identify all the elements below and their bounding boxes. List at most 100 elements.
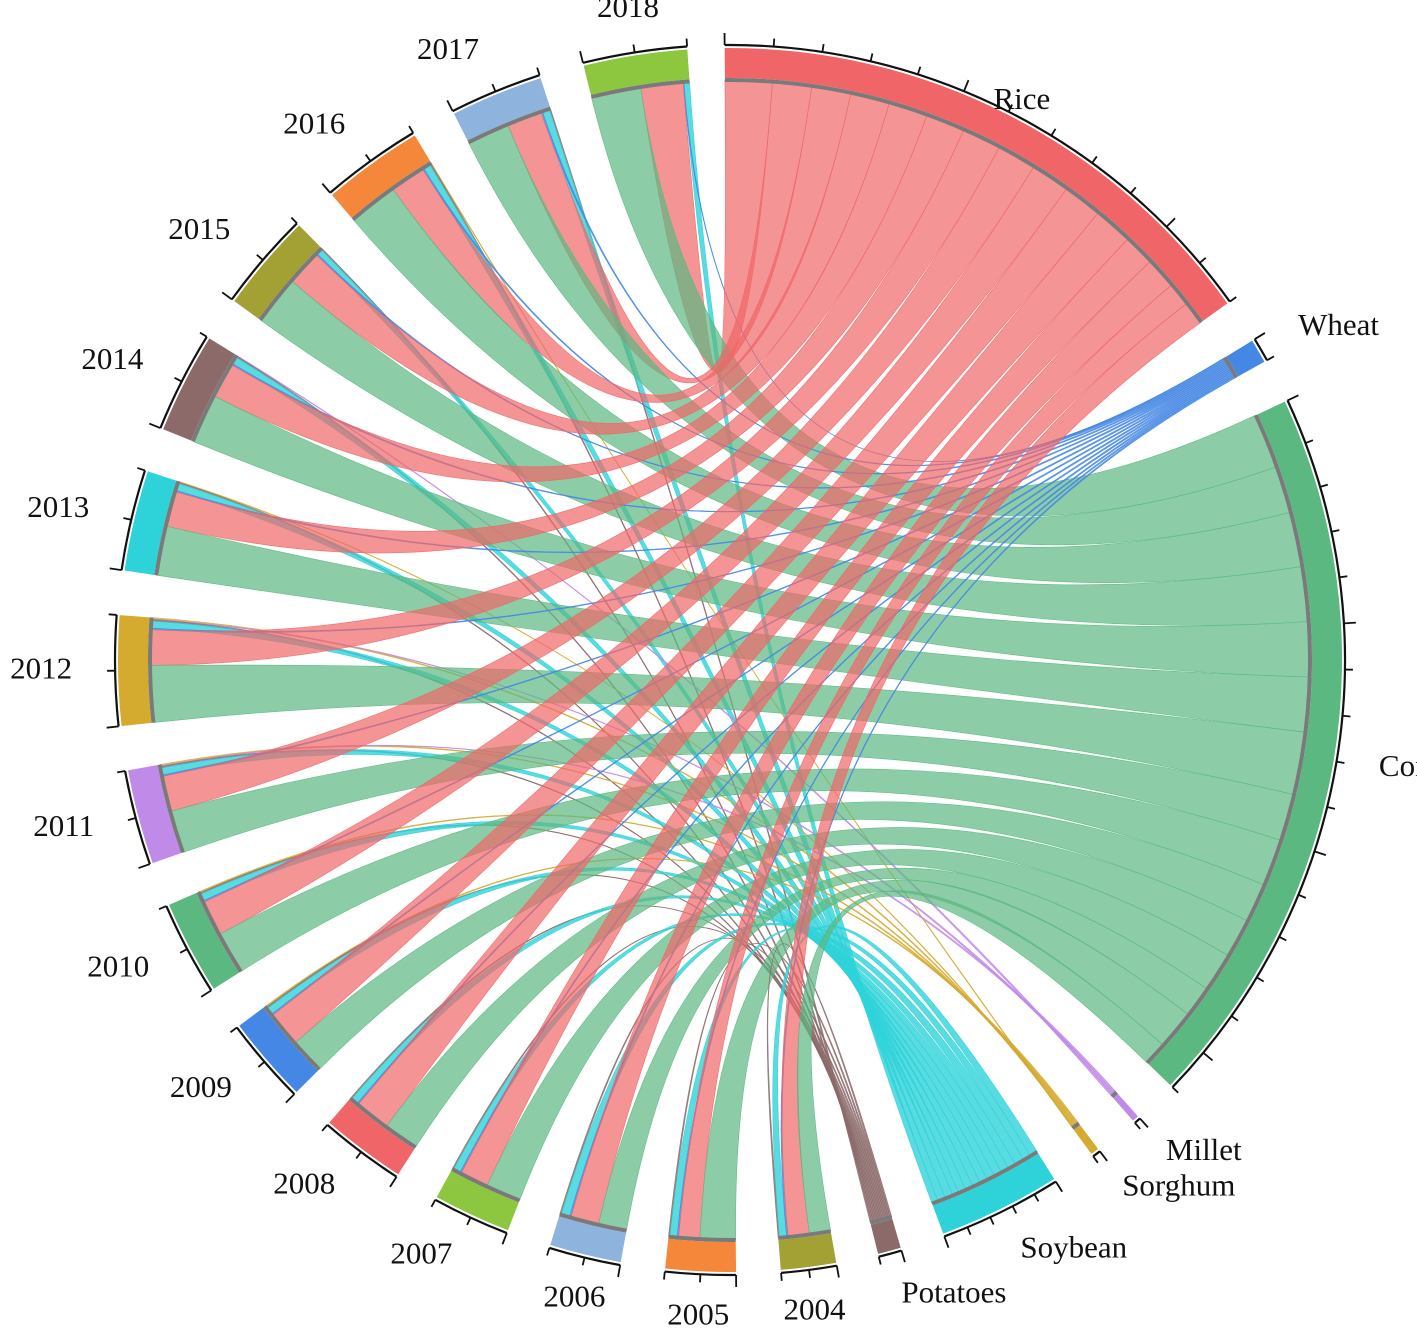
source-label-2014: 2014	[81, 341, 144, 376]
target-tick-soybean	[1034, 1194, 1038, 1201]
source-label-2012: 2012	[10, 651, 72, 686]
source-tick-2016	[322, 184, 330, 193]
target-arc-potatoes	[871, 1219, 901, 1254]
target-tick-soybean	[1056, 1182, 1062, 1192]
target-tick-corn	[1298, 895, 1305, 898]
source-tick-2008	[390, 1177, 397, 1187]
source-tick-2014	[200, 333, 207, 337]
target-tick-corn	[1342, 716, 1350, 717]
target-tick-corn	[1288, 395, 1299, 400]
target-tick-corn	[1331, 530, 1339, 532]
source-tick-2008	[322, 1125, 327, 1131]
target-label-wheat: Wheat	[1298, 307, 1379, 342]
target-tick-corn	[1203, 1053, 1212, 1061]
source-arc-2012	[118, 615, 151, 726]
source-tick-2006	[618, 1265, 620, 1277]
source-label-2004: 2004	[784, 1292, 847, 1326]
target-tick-soybean	[990, 1217, 993, 1224]
source-tick-2017	[447, 100, 452, 111]
target-axis-sorghum	[1093, 1151, 1100, 1156]
source-tick-2010	[159, 906, 166, 909]
target-tick-corn	[1314, 851, 1325, 855]
source-tick-2006	[547, 1248, 549, 1256]
source-tick-2015	[257, 255, 263, 260]
source-label-2005: 2005	[667, 1296, 729, 1326]
source-tick-2012	[109, 614, 117, 615]
target-tick-corn	[1337, 762, 1345, 763]
source-tick-2017	[537, 68, 539, 76]
target-tick-rice	[822, 44, 823, 52]
source-label-2013: 2013	[27, 489, 89, 524]
source-label-2016: 2016	[283, 105, 345, 140]
target-tick-potatoes	[902, 1251, 905, 1263]
source-tick-2016	[409, 126, 413, 133]
source-tick-2014	[175, 378, 182, 382]
target-axis-millet	[1135, 1118, 1140, 1122]
target-tick-corn	[1279, 937, 1286, 941]
target-label-potatoes: Potatoes	[901, 1274, 1006, 1309]
source-tick-2014	[149, 424, 160, 429]
target-tick-soybean	[944, 1236, 948, 1247]
target-tick-rice	[871, 53, 873, 61]
source-tick-2009	[258, 1062, 264, 1067]
source-label-2008: 2008	[273, 1166, 335, 1201]
target-tick-corn	[1320, 485, 1328, 487]
source-tick-2011	[117, 771, 125, 772]
source-tick-2004	[809, 1270, 810, 1278]
target-tick-rice	[918, 67, 920, 75]
target-tick-soybean	[1013, 1206, 1017, 1213]
target-label-soybean: Soybean	[1020, 1230, 1127, 1265]
target-tick-sorghum	[1093, 1156, 1098, 1162]
source-tick-2013	[123, 518, 131, 520]
source-tick-2007	[502, 1233, 506, 1244]
source-tick-2012	[107, 726, 119, 727]
source-tick-2009	[230, 1027, 236, 1032]
source-tick-2013	[137, 468, 145, 470]
source-tick-2010	[180, 949, 187, 953]
target-tick-wheat	[1267, 356, 1274, 360]
ribbon-layer	[150, 80, 1310, 1240]
target-label-rice: Rice	[994, 81, 1051, 116]
target-tick-rice	[1131, 187, 1136, 193]
target-tick-corn	[1305, 440, 1312, 443]
target-arc-sorghum	[1074, 1125, 1098, 1154]
source-label-2006: 2006	[543, 1278, 605, 1313]
source-label-2018: 2018	[597, 0, 659, 24]
target-tick-rice	[964, 80, 969, 91]
source-tick-2007	[467, 1218, 470, 1225]
source-label-2010: 2010	[87, 948, 149, 983]
source-tick-2015	[291, 218, 297, 224]
source-tick-2007	[431, 1200, 435, 1207]
source-arc-2005	[665, 1239, 736, 1272]
target-arc-millet	[1113, 1094, 1138, 1121]
source-tick-2010	[201, 990, 211, 996]
source-tick-2017	[492, 84, 495, 91]
source-tick-2006	[583, 1258, 585, 1266]
source-tick-2016	[366, 155, 371, 161]
source-tick-2004	[781, 1273, 782, 1281]
target-tick-millet	[1135, 1123, 1140, 1129]
target-tick-rice	[1230, 297, 1237, 302]
source-axis-2012	[115, 615, 119, 726]
source-tick-2009	[286, 1094, 294, 1102]
target-tick-rice	[1092, 156, 1097, 162]
target-tick-potatoes	[879, 1257, 881, 1265]
target-tick-corn	[1344, 623, 1356, 624]
source-tick-2011	[139, 864, 150, 868]
target-label-corn: Corn	[1379, 748, 1417, 783]
source-tick-2015	[222, 292, 232, 299]
target-tick-corn	[1172, 1087, 1178, 1093]
source-tick-2011	[128, 818, 136, 820]
source-tick-2013	[110, 568, 122, 570]
source-tick-2004	[837, 1266, 839, 1278]
source-tick-2018	[580, 51, 583, 63]
source-tick-2018	[687, 39, 688, 47]
target-tick-corn	[1231, 1016, 1238, 1021]
target-tick-rice	[1051, 129, 1055, 136]
source-tick-2008	[356, 1152, 361, 1158]
target-tick-millet	[1140, 1118, 1148, 1127]
target-tick-soybean	[967, 1227, 970, 1234]
target-tick-rice	[1167, 218, 1176, 226]
target-tick-corn	[1257, 977, 1264, 981]
